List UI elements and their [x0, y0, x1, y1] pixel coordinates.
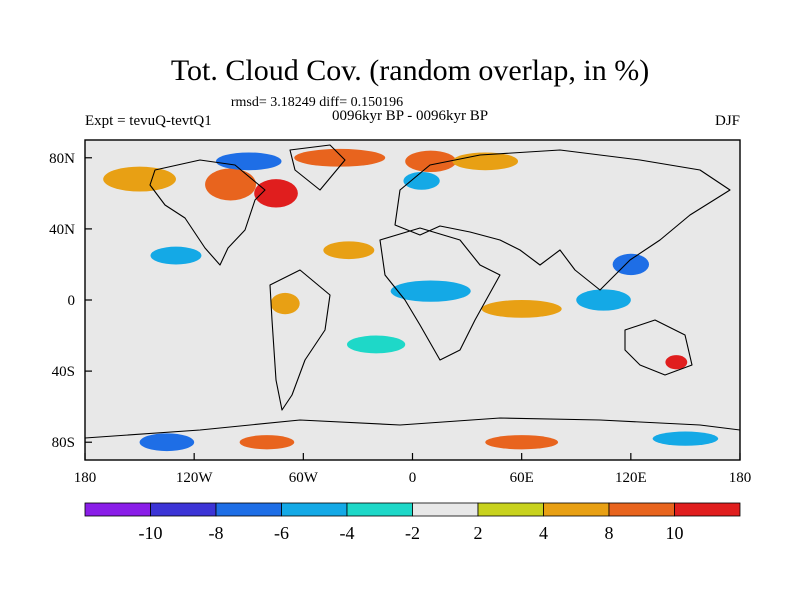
- land-outline-layer: [85, 144, 740, 460]
- experiment-label: Expt = tevuQ-tevtQ1: [85, 113, 212, 129]
- colorbar-label-0: -10: [139, 523, 163, 543]
- anomaly-region-7: [403, 172, 440, 190]
- anomaly-region-0: [205, 168, 257, 201]
- anomaly-region-2: [103, 166, 176, 192]
- anomaly-region-1: [254, 179, 298, 208]
- y-tick-label-1: 40N: [49, 222, 75, 238]
- anomaly-region-18: [239, 435, 295, 450]
- anomaly-region-11: [481, 300, 562, 318]
- season-label: DJF: [715, 113, 740, 129]
- colorbar-label-3: -4: [340, 523, 355, 543]
- x-tick-label-6: 180: [729, 470, 752, 486]
- colorbar-box-8: [608, 502, 675, 517]
- colorbar-label-5: 2: [474, 523, 483, 543]
- anomaly-region-9: [150, 246, 202, 265]
- anomaly-region-16: [665, 355, 688, 370]
- y-tick-label-3: 40S: [52, 364, 75, 380]
- y-tick-label-0: 80N: [49, 151, 75, 167]
- anomaly-layer: [103, 148, 719, 452]
- colorbar-box-9: [674, 502, 741, 517]
- anomaly-region-12: [576, 289, 631, 311]
- x-axis: 180 120W 60W 0 60E 120E 180: [74, 453, 752, 486]
- colorbar-box-0: [84, 502, 151, 517]
- x-tick-label-0: 180: [74, 470, 97, 486]
- colorbar-box-1: [150, 502, 217, 517]
- eurasia-outline: [394, 149, 731, 291]
- colorbar-label-7: 8: [605, 523, 614, 543]
- y-tick-label-2: 0: [68, 293, 76, 309]
- colorbar: -10 -8 -6 -4 -2 2 4 8 10: [84, 502, 741, 543]
- colorbar-label-6: 4: [539, 523, 548, 543]
- anomaly-region-8: [323, 241, 375, 260]
- anomaly-region-14: [270, 292, 300, 315]
- colorbar-label-2: -6: [274, 523, 289, 543]
- africa-outline: [379, 227, 501, 361]
- colorbar-box-2: [215, 502, 282, 517]
- colorbar-box-7: [543, 502, 610, 517]
- antarctica-outline: [85, 417, 740, 460]
- y-tick-label-4: 80S: [52, 435, 75, 451]
- x-tick-label-1: 120W: [176, 470, 214, 486]
- anomaly-region-19: [485, 435, 559, 450]
- anomaly-region-15: [347, 335, 406, 354]
- colorbar-box-5: [412, 502, 479, 517]
- colorbar-label-1: -8: [209, 523, 224, 543]
- y-axis: 80N 40N 0 40S 80S: [49, 151, 92, 451]
- south-america-outline: [269, 269, 331, 411]
- stats-label: rmsd= 3.18249 diff= 0.150196: [231, 95, 403, 110]
- period-label: 0096kyr BP - 0096kyr BP: [332, 108, 488, 124]
- colorbar-label-8: 10: [666, 523, 684, 543]
- colorbar-label-4: -2: [405, 523, 420, 543]
- x-tick-label-3: 0: [409, 470, 417, 486]
- anomaly-region-3: [216, 152, 282, 171]
- anomaly-region-4: [294, 148, 386, 167]
- colorbar-box-4: [346, 502, 413, 517]
- colorbar-box-3: [281, 502, 348, 517]
- anomaly-region-20: [652, 431, 719, 446]
- chart-title: Tot. Cloud Cov. (random overlap, in %): [171, 54, 649, 87]
- anomaly-region-13: [612, 253, 650, 276]
- x-tick-label-5: 120E: [615, 470, 647, 486]
- colorbar-box-6: [477, 502, 544, 517]
- greenland-outline: [289, 144, 346, 191]
- x-tick-label-4: 60E: [510, 470, 534, 486]
- australia-outline: [624, 319, 693, 376]
- anomaly-region-5: [405, 150, 457, 172]
- anomaly-region-10: [390, 280, 471, 302]
- north-america-outline: [149, 159, 266, 266]
- plot-area: [84, 139, 741, 461]
- x-tick-label-2: 60W: [289, 470, 319, 486]
- anomaly-region-17: [139, 433, 195, 452]
